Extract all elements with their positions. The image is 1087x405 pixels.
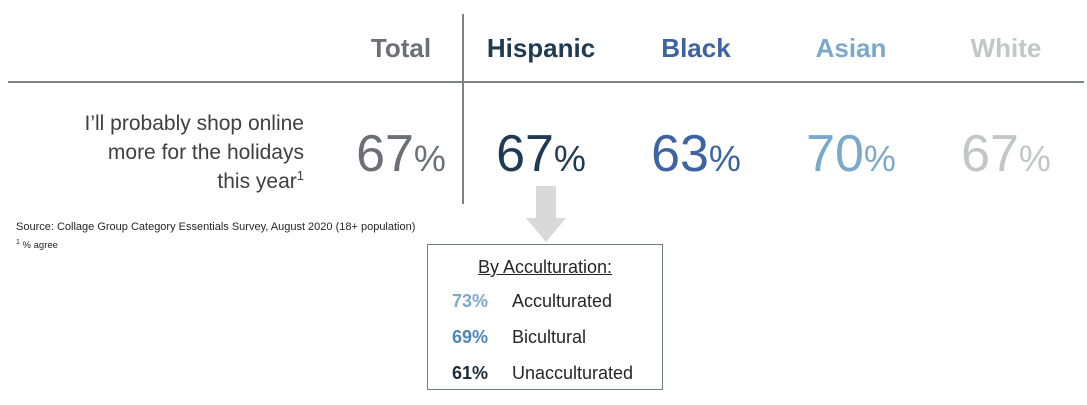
value-number: 63 bbox=[651, 125, 709, 183]
acculturation-label: Unacculturated bbox=[512, 363, 634, 383]
value-total: 67% bbox=[321, 122, 481, 199]
acculturation-row: 61% Unacculturated bbox=[452, 361, 633, 385]
value-unit: % bbox=[1018, 138, 1051, 179]
header-divider bbox=[8, 81, 1084, 83]
acculturation-box: By Acculturation: 73% Acculturated 69% Bicu… bbox=[427, 244, 663, 390]
acculturation-pct: 69% bbox=[452, 327, 489, 347]
acculturation-title: By Acculturation: bbox=[477, 257, 613, 277]
source-note: Source: Collage Group Category Essential… bbox=[16, 221, 416, 233]
value-black: 63% bbox=[616, 122, 776, 199]
value-number: 70 bbox=[806, 125, 864, 183]
down-arrow-icon bbox=[526, 186, 566, 242]
footnote-marker: 1 bbox=[296, 168, 304, 183]
column-header-asian: Asian bbox=[815, 33, 887, 63]
acculturation-row: 73% Acculturated bbox=[452, 289, 612, 313]
row-label-line-3: this year bbox=[217, 170, 297, 193]
acculturation-label: Acculturated bbox=[512, 291, 613, 311]
value-unit: % bbox=[708, 138, 741, 179]
value-asian: 70% bbox=[771, 122, 931, 199]
value-number: 67 bbox=[496, 125, 554, 183]
value-number: 67 bbox=[961, 125, 1019, 183]
acculturation-row: 69% Bicultural bbox=[452, 325, 586, 349]
row-label-line-2: more for the holidays bbox=[107, 141, 304, 164]
column-header-white: White bbox=[970, 33, 1042, 63]
value-unit: % bbox=[553, 138, 586, 179]
footnote: 1 % agree bbox=[16, 236, 58, 252]
value-white: 67% bbox=[926, 122, 1086, 199]
value-unit: % bbox=[863, 138, 896, 179]
value-number: 67 bbox=[356, 125, 414, 183]
column-header-black: Black bbox=[661, 33, 731, 63]
acculturation-pct: 61% bbox=[452, 363, 489, 383]
row-label-line-1: I’ll probably shop online bbox=[84, 112, 304, 135]
value-hispanic: 67% bbox=[461, 122, 621, 199]
acculturation-label: Bicultural bbox=[512, 327, 587, 347]
acculturation-pct: 73% bbox=[452, 291, 489, 311]
footnote-text: % agree bbox=[19, 240, 58, 252]
total-divider bbox=[462, 14, 464, 204]
value-unit: % bbox=[413, 138, 446, 179]
row-label: I’ll probably shop online more for the h… bbox=[40, 109, 304, 196]
column-header-hispanic: Hispanic bbox=[486, 33, 596, 63]
footnote-number: 1 bbox=[16, 239, 20, 246]
column-header-total: Total bbox=[370, 33, 432, 63]
